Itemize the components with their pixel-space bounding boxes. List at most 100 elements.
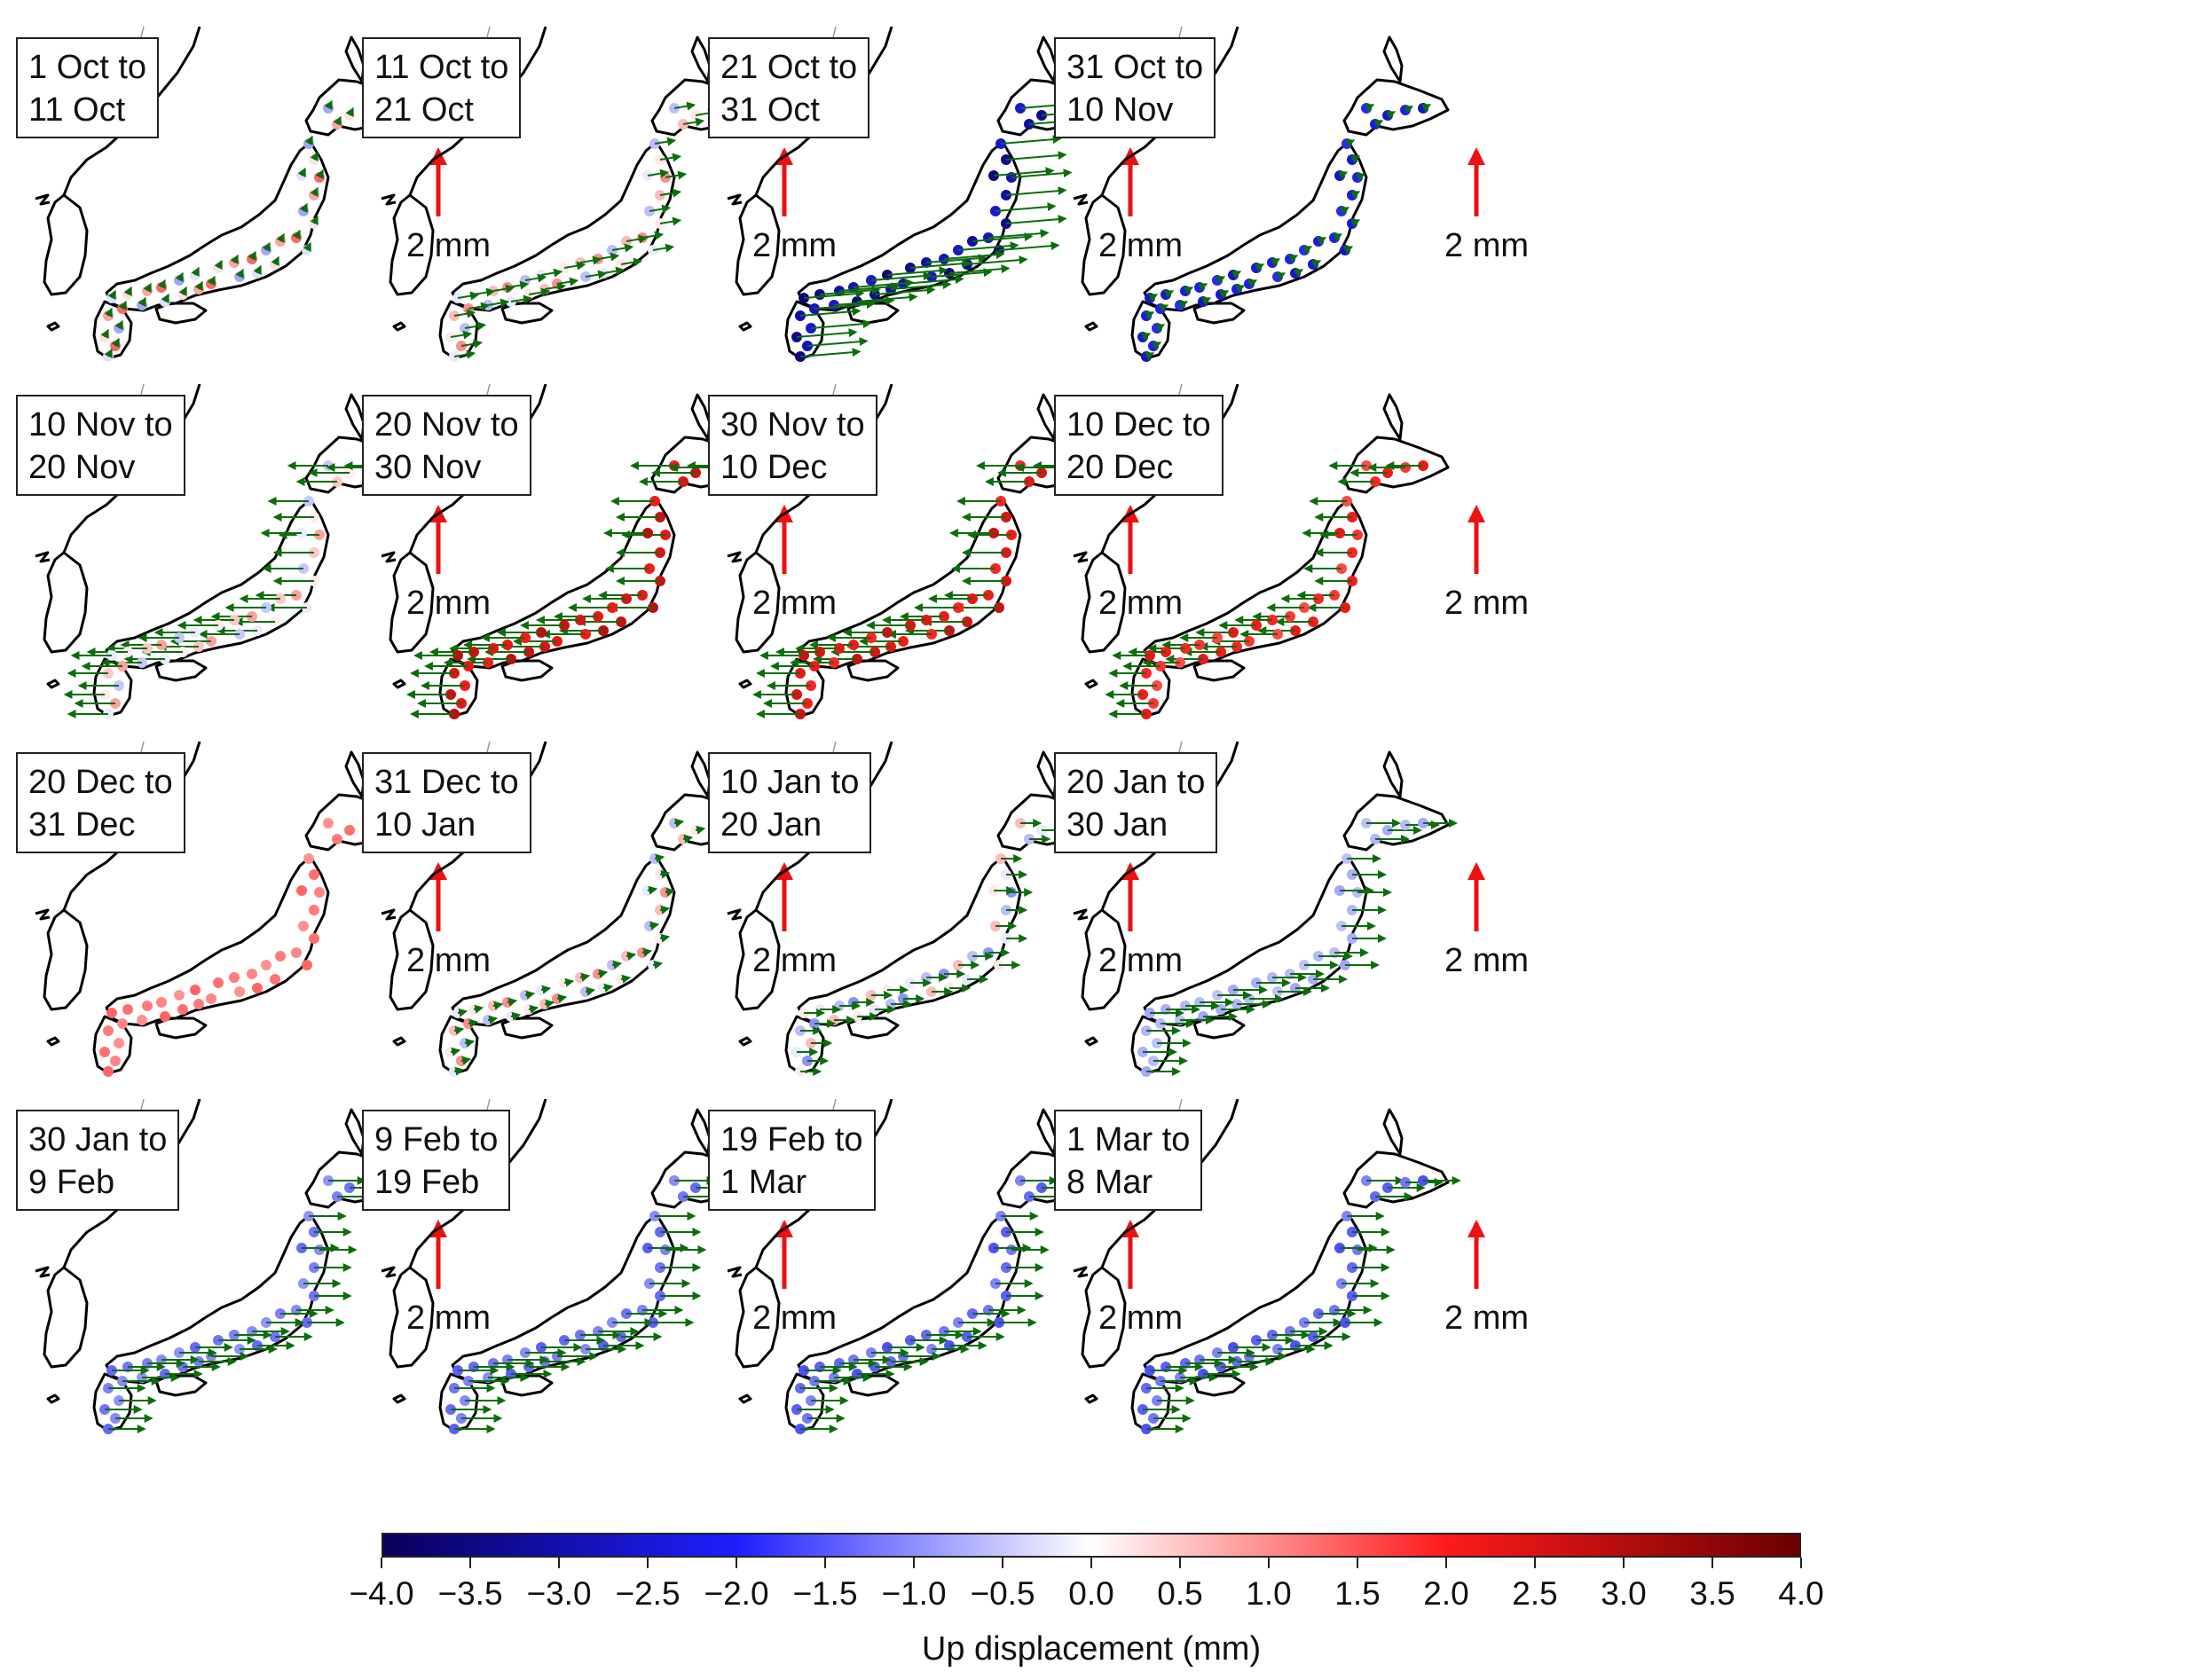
displacement-arrow: [998, 241, 1060, 251]
date-range-end: 20 Nov: [28, 449, 136, 486]
station-dot: [314, 887, 325, 898]
date-range-label: 30 Jan to 9 Feb: [16, 1110, 180, 1211]
station-dot: [114, 1038, 124, 1048]
displacement-arrow: [457, 1008, 468, 1017]
displacement-arrow: [659, 905, 671, 915]
station-dot: [309, 933, 319, 944]
displacement-arrow: [324, 99, 333, 110]
displacement-arrow: [943, 250, 1005, 260]
displacement-arrow: [1356, 173, 1366, 182]
kyushu-coast: [92, 300, 133, 360]
island-coast: [46, 679, 60, 689]
date-range-start: 20 Dec to: [28, 764, 173, 801]
station-dot: [160, 1011, 170, 1022]
korea-coast: [389, 193, 435, 296]
colorbar-tick-label: −2.5: [615, 1575, 681, 1612]
displacement-arrow: [468, 302, 491, 311]
displacement-arrow: [796, 328, 858, 338]
displacement-arrow: [1340, 207, 1350, 216]
scale-label: 2 mm: [406, 942, 491, 979]
scale-label: 2 mm: [406, 585, 491, 622]
korea-coast: [1081, 908, 1127, 1011]
displacement-arrow: [652, 960, 664, 970]
date-range-start: 9 Feb to: [374, 1121, 499, 1158]
displacement-arrow: [563, 977, 575, 987]
japan-map: [1057, 742, 1485, 1077]
displacement-arrow: [460, 339, 484, 349]
colorbar-tick-label: −2.0: [704, 1575, 769, 1612]
displacement-arrow: [303, 241, 311, 252]
korea-coast: [1081, 1266, 1127, 1369]
hokkaido-coast: [1342, 78, 1450, 137]
station-dot: [142, 1001, 153, 1011]
colorbar-tick-label: −0.5: [970, 1575, 1035, 1612]
korea-coast: [389, 908, 435, 1011]
displacement-arrow: [528, 287, 551, 297]
date-range-start: 30 Jan to: [28, 1121, 168, 1158]
shikoku-coast: [154, 302, 208, 325]
shikoku-coast: [154, 1017, 208, 1040]
korea-coast: [735, 551, 781, 654]
displacement-arrow: [1311, 260, 1322, 269]
island-coast: [35, 908, 51, 921]
honshu-coast: [451, 498, 676, 670]
displacement-arrow: [626, 234, 649, 244]
island-coast: [1073, 193, 1089, 206]
displacement-arrow: [1276, 272, 1286, 281]
displacement-arrow: [641, 947, 653, 957]
colorbar-title: Up displacement (mm): [921, 1630, 1262, 1668]
displacement-arrow: [104, 348, 113, 358]
japan-map: [711, 384, 1139, 719]
sakhalin-coast: [1382, 35, 1404, 83]
station-dot: [234, 986, 245, 997]
displacement-arrow: [310, 151, 319, 161]
displacement-arrow: [695, 825, 706, 835]
displacement-arrow: [807, 337, 869, 347]
date-range-label: 20 Dec to 31 Dec: [16, 752, 185, 853]
date-range-end: 10 Nov: [1066, 91, 1174, 129]
japan-map: [1057, 1099, 1485, 1434]
displacement-arrow: [1000, 135, 1062, 145]
island-coast: [35, 1266, 51, 1278]
date-range-end: 20 Jan: [720, 806, 822, 844]
displacement-arrow: [1294, 269, 1304, 278]
korea-coast: [43, 1266, 89, 1369]
island-coast: [727, 193, 743, 206]
date-range-end: 1 Mar: [720, 1164, 807, 1201]
colorbar-tick: [1534, 1558, 1536, 1568]
displacement-arrow: [909, 259, 972, 269]
displacement-arrow: [1373, 120, 1384, 129]
shikoku-coast: [1192, 302, 1246, 325]
station-dot: [206, 993, 216, 1004]
displacement-arrow: [143, 282, 152, 293]
displacement-arrow: [304, 135, 313, 145]
colorbar-tick-label: 0.0: [1068, 1575, 1114, 1612]
japan-map: [365, 1099, 793, 1434]
displacement-arrow: [659, 933, 671, 943]
colorbar-tick: [1623, 1558, 1625, 1568]
displacement-arrow: [104, 307, 113, 318]
island-coast: [1073, 908, 1089, 921]
displacement-arrow: [114, 319, 123, 330]
island-coast: [35, 193, 51, 206]
station-dot: [302, 960, 312, 970]
date-range-label: 31 Oct to 10 Nov: [1054, 37, 1216, 138]
colorbar-tick-label: 4.0: [1778, 1575, 1824, 1612]
station-dot: [117, 1018, 128, 1029]
displacement-arrow: [654, 137, 677, 146]
colorbar-tick-label: 0.5: [1157, 1575, 1203, 1612]
displacement-arrow: [450, 1047, 461, 1056]
island-coast: [381, 1266, 397, 1278]
displacement-arrow: [1201, 297, 1212, 306]
date-range-label: 10 Jan to 20 Jan: [708, 752, 872, 853]
station-dot: [261, 960, 271, 970]
station-dot: [137, 1015, 147, 1025]
date-range-label: 20 Nov to 30 Nov: [362, 395, 531, 496]
date-range-label: 9 Feb to 19 Feb: [362, 1110, 511, 1211]
date-range-start: 19 Feb to: [720, 1121, 863, 1158]
displacement-arrow: [972, 232, 1034, 242]
map-panel: 10 Dec to 20 Dec 2 mm: [1047, 384, 1579, 730]
island-coast: [1073, 551, 1089, 563]
korea-coast: [389, 1266, 435, 1369]
colorbar-tick: [1002, 1558, 1003, 1568]
